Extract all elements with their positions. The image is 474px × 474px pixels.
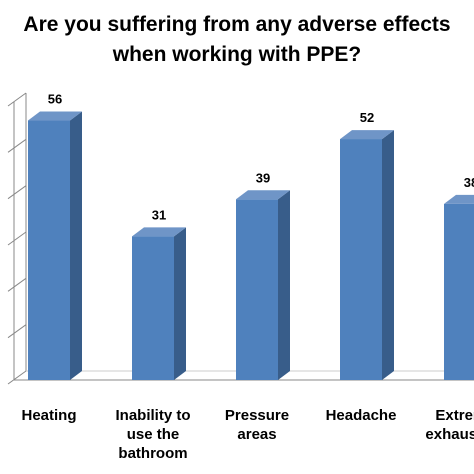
chart-title-line-2: when working with PPE? [112, 43, 362, 66]
bar-side-2 [174, 227, 186, 380]
bar-5 [444, 203, 474, 380]
bar-top-5 [444, 194, 474, 204]
bar-top-2 [132, 227, 186, 237]
category-label-2-line-3: bathroom [118, 445, 187, 462]
y-tick-mark [7, 92, 27, 107]
category-label-2-line-1: Inability to [116, 407, 191, 424]
data-label-4: 52 [360, 110, 374, 125]
category-label-3-line-1: Pressure [225, 407, 289, 424]
data-label-1: 56 [48, 92, 62, 107]
category-label-3-line-2: areas [237, 426, 276, 443]
data-label-2: 31 [152, 207, 166, 222]
y-tick-mark [7, 185, 27, 200]
bar-top-1 [28, 111, 82, 121]
category-label-5-line-2: exhaustion [425, 426, 474, 443]
data-label-3: 39 [256, 170, 270, 185]
bar-4 [340, 139, 382, 380]
bar-2 [132, 236, 174, 380]
bar-side-1 [70, 111, 82, 381]
category-label-1-line-1: Heating [21, 407, 76, 424]
bar-3 [236, 199, 278, 380]
y-tick-mark [7, 324, 27, 339]
y-tick-mark [7, 370, 27, 385]
data-label-5: 38 [464, 175, 474, 190]
y-tick-mark [7, 231, 27, 246]
y-tick-mark [7, 277, 27, 292]
bar-side-4 [382, 130, 394, 380]
bar-top-4 [340, 130, 394, 140]
bar-side-3 [278, 190, 290, 380]
category-label-5-line-1: Extreme [435, 407, 474, 424]
category-label-4-line-1: Headache [326, 407, 397, 424]
chart-title-line-1: Are you suffering from any adverse effec… [23, 13, 451, 36]
y-tick-mark [7, 138, 27, 153]
chart-title: Are you suffering from any adverse effec… [0, 10, 474, 70]
category-label-2-line-2: use the [127, 426, 180, 443]
bar-1 [28, 120, 70, 381]
bar-top-3 [236, 190, 290, 200]
